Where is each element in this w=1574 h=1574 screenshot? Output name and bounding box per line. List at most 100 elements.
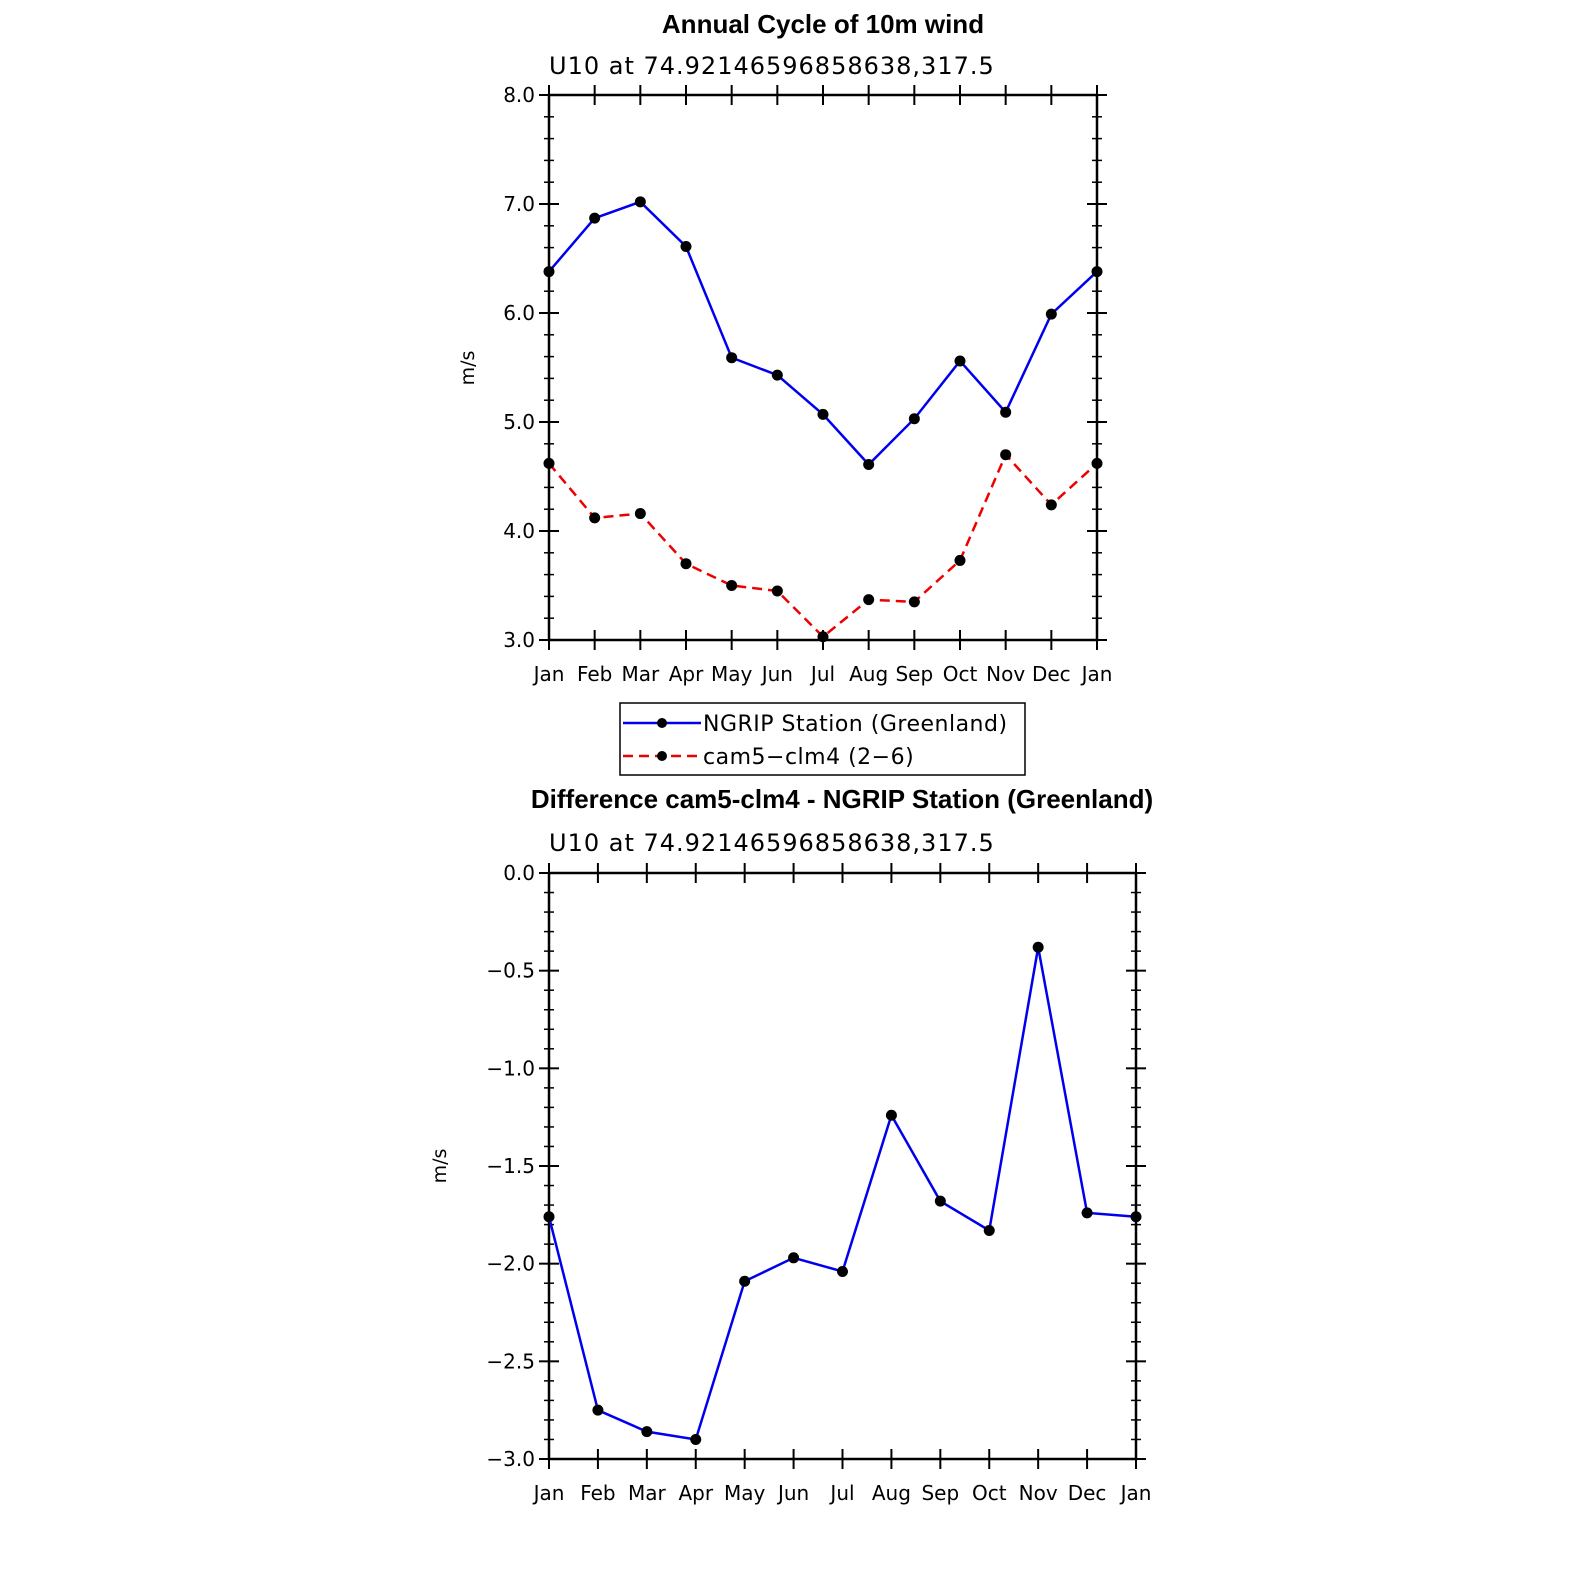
bottom-chart-ylabel: m/s [429,1149,451,1184]
bottom-plot-area: −3.0 −2.5 −2.0 −1.5 −1.0 −0.5 0.0 Jan Feb Mar Apr M… [486,861,1151,1505]
top-chart-xtick-label: Aug [849,662,888,686]
top-chart-series-1-point [1045,499,1057,511]
bottom-chart-ytick-label: −0.5 [486,959,535,983]
top-chart-title: Annual Cycle of 10m wind [662,9,984,39]
top-chart-series-0-point [680,241,692,253]
top-chart-series-0-point [954,355,966,367]
top-chart-series-1-point [1091,457,1103,469]
bottom-chart-xtick-label: May [724,1481,766,1505]
bottom-chart-ytick-label: −3.0 [486,1447,535,1471]
legend-marker-cam5 [657,751,667,761]
top-chart-frame [547,93,1099,642]
top-chart-series-1-point [908,596,920,608]
top-chart-xtick-label: Jan [532,662,565,686]
top-chart-ytick-label: 6.0 [503,301,535,325]
top-chart-series-1-point [726,580,738,591]
bottom-chart-ytick-label: −2.5 [486,1349,535,1373]
bottom-chart-series-0-point [739,1275,751,1287]
bottom-chart-series-0-point [934,1195,946,1207]
top-chart-xtick-label: Sep [895,662,933,686]
bottom-chart-xtick-label: Jun [776,1481,809,1505]
bottom-chart-title: Difference cam5-clm4 - NGRIP Station (Gr… [531,784,1153,814]
top-chart-series-1-point [680,558,692,570]
bottom-chart-ytick-label: −2.0 [486,1252,535,1276]
top-chart-ytick-label: 4.0 [503,519,535,543]
top-chart-series-0-point [863,459,875,471]
top-chart-ytick-label: 7.0 [503,192,535,216]
bottom-chart: Difference cam5-clm4 - NGRIP Station (Gr… [429,784,1153,1505]
bottom-chart-xtick-label: Feb [580,1481,615,1505]
top-chart-xtick-label: Nov [986,662,1025,686]
bottom-chart-xtick-label: Sep [921,1481,959,1505]
top-chart-ytick-label: 8.0 [503,83,535,107]
legend-label-cam5: cam5−clm4 (2−6) [703,745,914,770]
top-chart-series-0-point [771,369,783,381]
bottom-chart-series-0-point [592,1404,604,1416]
top-chart-series-0-point [1000,406,1012,418]
top-chart-series-1-line [548,452,1098,639]
bottom-chart-xtick-label: Aug [872,1481,911,1505]
top-plot-area: 3.0 4.0 5.0 6.0 7.0 8.0 Jan Feb Mar Apr May Jun Jul A… [503,83,1112,686]
top-chart-series-0-line [548,200,1098,467]
bottom-chart-xtick-label: Jan [1119,1481,1152,1505]
bottom-chart-series-0-point [1081,1207,1093,1219]
top-chart-subtitle: U10 at 74.92146596858638,317.5 [549,52,995,80]
top-chart-ylabel: m/s [457,351,479,386]
bottom-chart-series-0-point [543,1211,555,1223]
top-chart-legend: NGRIP Station (Greenland) cam5−clm4 (2−6… [619,702,1026,776]
bottom-chart-series-0-point [641,1426,653,1438]
top-chart-series-0-point [543,266,555,278]
top-chart-xtick-label: Oct [943,662,978,686]
top-chart-series-0-point [726,352,738,364]
bottom-chart-xtick-label: Jul [828,1481,854,1505]
bottom-chart-xtick-label: Dec [1068,1481,1107,1505]
bottom-chart-series-0-point [885,1109,897,1121]
top-chart-xtick-label: Jun [760,662,793,686]
bottom-chart-xtick-label: Apr [678,1481,713,1505]
bottom-chart-series-0-point [983,1224,995,1236]
top-chart-series-0-point [908,413,920,425]
top-chart-series-1-point [1000,449,1012,461]
bottom-chart-series-0-point [690,1433,702,1445]
top-chart-xtick-label: Jan [1080,662,1113,686]
bottom-chart-series-0-point [1032,941,1044,953]
bottom-chart-series-0-point [1130,1211,1142,1223]
top-chart-xtick-label: Jul [809,662,835,686]
bottom-chart-series-0-point [788,1252,800,1264]
bottom-chart-frame [547,871,1138,1461]
top-chart-series-1-point [543,457,555,469]
bottom-chart-series-0-point [837,1265,848,1277]
top-chart-series-1-point [771,585,783,597]
legend-box [619,702,1026,776]
bottom-chart-xtick-label: Nov [1019,1481,1058,1505]
bottom-chart-ytick-label: 0.0 [503,861,535,885]
top-chart-ytick-label: 3.0 [503,628,535,652]
top-chart-xtick-label: Feb [577,662,612,686]
legend-marker-ngrip [657,718,667,728]
top-chart-ytick-label: 5.0 [503,410,535,434]
bottom-chart-xtick-label: Oct [972,1481,1007,1505]
top-chart-series-1-point [817,631,829,643]
bottom-chart-xtick-label: Mar [628,1481,667,1505]
top-chart-series-1-point [634,508,646,520]
top-chart-series-0-point [634,196,646,208]
top-chart-xtick-label: Dec [1032,662,1071,686]
top-chart-series-1-point [589,512,601,524]
bottom-chart-ytick-label: −1.5 [486,1154,535,1178]
bottom-chart-xtick-label: Jan [532,1481,565,1505]
bottom-chart-series-0-line [547,947,1137,1441]
top-chart-xtick-label: May [711,662,753,686]
top-chart-series-0-point [1045,308,1057,320]
top-chart-xtick-label: Apr [669,662,704,686]
top-chart-xtick-label: Mar [621,662,660,686]
top-chart-series-0-point [817,408,829,420]
top-chart-series-0-point [589,212,601,224]
legend-label-ngrip: NGRIP Station (Greenland) [703,712,1008,737]
top-chart-series-1-point [863,594,875,606]
bottom-chart-ytick-label: −1.0 [486,1056,535,1080]
top-chart: Annual Cycle of 10m wind U10 at 74.92146… [457,9,1112,776]
bottom-chart-subtitle: U10 at 74.92146596858638,317.5 [549,829,995,857]
top-chart-series-0-point [1091,266,1103,278]
top-chart-series-1-point [954,554,966,566]
